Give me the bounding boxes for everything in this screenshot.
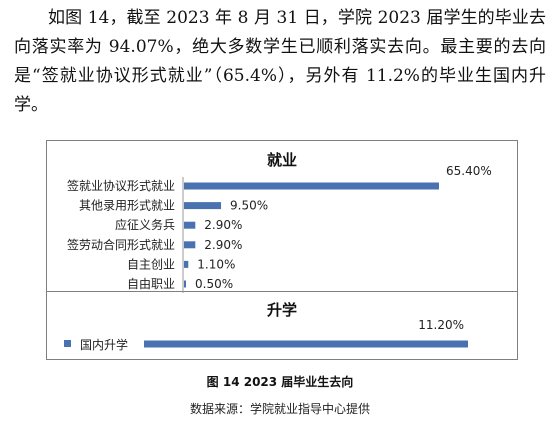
value-label: 2.90% xyxy=(204,218,242,232)
category-label: 其他录用形式就业 xyxy=(79,199,175,213)
section-divider xyxy=(47,291,517,292)
bar xyxy=(184,241,196,249)
intro-paragraph: 如图 14，截至 2023 年 8 月 31 日，学院 2023 届学生的毕业去… xyxy=(14,4,546,120)
category-label: 应征义务兵 xyxy=(115,217,175,232)
value-label: 2.90% xyxy=(204,238,242,252)
value-label: 9.50% xyxy=(230,199,268,213)
bar xyxy=(184,221,196,229)
value-label: 1.10% xyxy=(197,257,235,271)
legend-label: 国内升学 xyxy=(80,338,129,352)
data-source: 数据来源：学院就业指导中心提供 xyxy=(189,402,370,416)
bar xyxy=(184,280,186,288)
intro-text: 如图 14，截至 2023 年 8 月 31 日，学院 2023 届学生的毕业去… xyxy=(14,8,546,115)
chart-frame: 就业 升学 xyxy=(46,140,518,360)
value-label: 11.20% xyxy=(418,318,464,332)
bar xyxy=(144,340,468,348)
category-label: 签就业协议形式就业 xyxy=(67,178,175,193)
further-study-section-title: 升学 xyxy=(266,301,297,319)
value-label: 0.50% xyxy=(195,277,233,291)
category-label: 自主创业 xyxy=(127,257,175,271)
employment-section-title: 就业 xyxy=(266,151,297,169)
bar xyxy=(184,260,189,268)
category-label: 签劳动合同形式就业 xyxy=(67,237,175,252)
bar xyxy=(184,202,222,210)
bar xyxy=(184,182,439,190)
legend-swatch xyxy=(64,340,71,347)
value-label: 65.40% xyxy=(446,164,492,178)
figure-caption: 图 14 2023 届毕业生去向 xyxy=(206,375,354,389)
category-label: 自由职业 xyxy=(127,277,175,291)
